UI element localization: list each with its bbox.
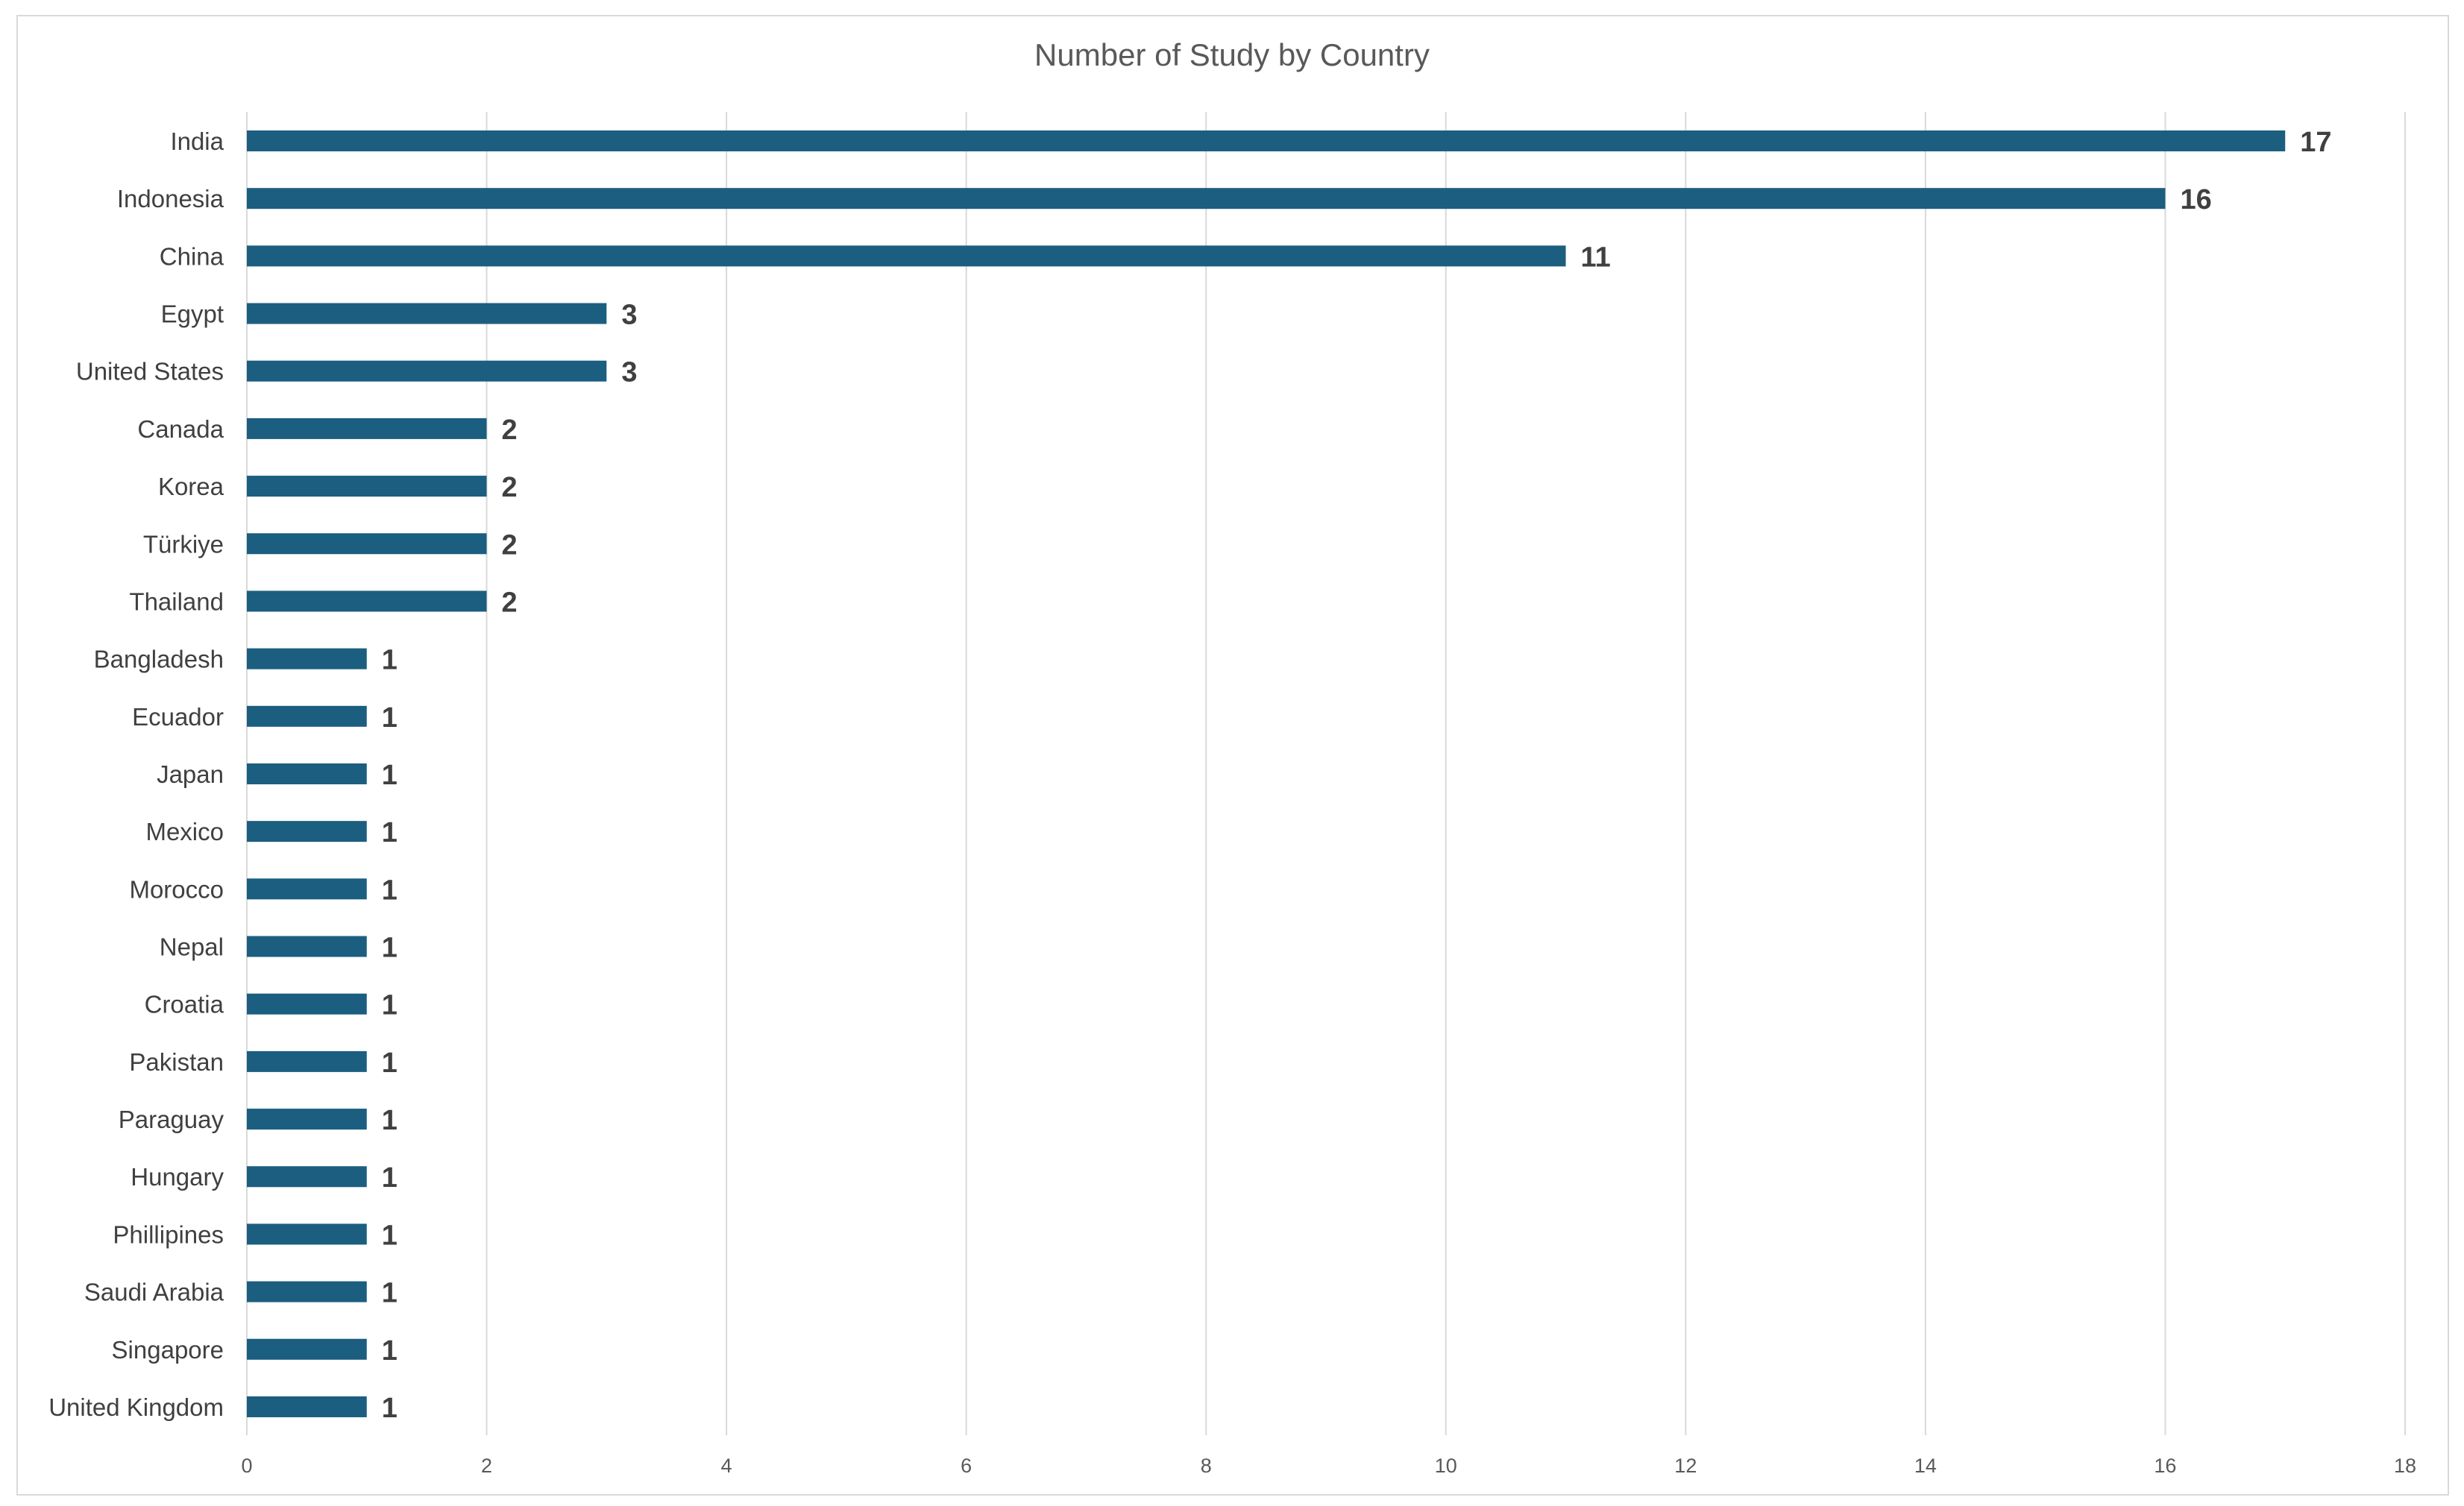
category-label: United States [76,358,224,385]
x-tick-label: 14 [1914,1455,1937,1477]
bar-egypt [247,303,607,324]
category-label: China [160,242,224,270]
data-label: 1 [382,990,397,1021]
chart-title: Number of Study by Country [1034,37,1430,72]
bar-japan [247,763,367,784]
x-tick-label: 12 [1674,1455,1697,1477]
data-label: 1 [382,817,397,848]
bar-hungary [247,1166,367,1188]
x-tick-label: 4 [721,1455,732,1477]
bars [247,130,2286,1417]
data-label: 1 [382,1278,397,1309]
data-label: 2 [502,472,518,503]
category-label: United Kingdom [48,1393,224,1421]
category-label: Ecuador [132,703,224,731]
bar-ecuador [247,705,367,727]
bar-singapore [247,1338,367,1360]
category-label: Indonesia [117,185,224,212]
category-label: Korea [158,473,224,500]
data-label: 2 [502,415,518,446]
data-label: 1 [382,702,397,734]
gridlines [246,112,2406,1435]
category-label: India [170,127,224,155]
category-label: Japan [157,760,224,788]
category-label: Phillipines [113,1220,224,1248]
data-label: 1 [382,875,397,906]
data-label: 1 [382,1220,397,1251]
x-axis-ticks: 0 2 4 6 8 10 12 14 16 18 [241,1455,2416,1477]
category-label: Paraguay [119,1106,224,1133]
category-label: Singapore [112,1336,224,1364]
category-label: Hungary [131,1163,224,1191]
data-label: 11 [1581,242,1611,273]
category-label: Mexico [145,818,224,845]
bar-thailand [247,590,487,612]
category-label: Canada [137,415,224,443]
category-label: Saudi Arabia [84,1279,224,1306]
data-label: 1 [382,933,397,964]
data-label: 3 [621,357,637,388]
data-label: 16 [2180,184,2211,215]
bar-canada [247,418,487,439]
x-tick-label: 16 [2154,1455,2176,1477]
bar-nepal [247,936,367,957]
category-label: Bangladesh [94,646,224,673]
bar-bangladesh [247,648,367,669]
bar-mexico [247,821,367,842]
category-label: Nepal [160,933,224,961]
bar-pakistan [247,1050,367,1072]
category-label: Croatia [145,991,224,1018]
bar-united-kingdom [247,1396,367,1417]
bar-paraguay [247,1109,367,1130]
x-tick-label: 18 [2394,1455,2416,1477]
data-label: 1 [382,1105,397,1136]
category-labels: India Indonesia China Egypt United States Can… [48,127,224,1421]
bar-india [247,130,2286,151]
bar-croatia [247,993,367,1015]
bar-türkiye [247,533,487,555]
bar-indonesia [247,188,2166,209]
bar-morocco [247,878,367,900]
bar-korea [247,476,487,497]
data-label: 1 [382,1393,397,1424]
data-label: 1 [382,645,397,676]
x-tick-label: 0 [241,1455,252,1477]
x-tick-label: 6 [961,1455,972,1477]
category-label: Egypt [161,300,224,328]
bar-china [247,245,1566,267]
data-label: 2 [502,587,518,618]
x-tick-label: 8 [1201,1455,1212,1477]
bar-phillipines [247,1223,367,1245]
data-label: 2 [502,529,518,561]
category-label: Türkiye [143,530,224,558]
data-label: 1 [382,1335,397,1367]
category-label: Morocco [129,875,224,903]
category-label: Pakistan [129,1048,224,1076]
data-label: 1 [382,1162,397,1194]
x-tick-label: 2 [481,1455,492,1477]
data-label: 17 [2300,127,2331,158]
bar-united-states [247,360,607,382]
x-tick-label: 10 [1435,1455,1457,1477]
data-label: 1 [382,1047,397,1079]
category-label: Thailand [129,587,224,615]
data-label: 3 [621,300,637,331]
data-label: 1 [382,760,397,791]
bar-saudi-arabia [247,1281,367,1302]
